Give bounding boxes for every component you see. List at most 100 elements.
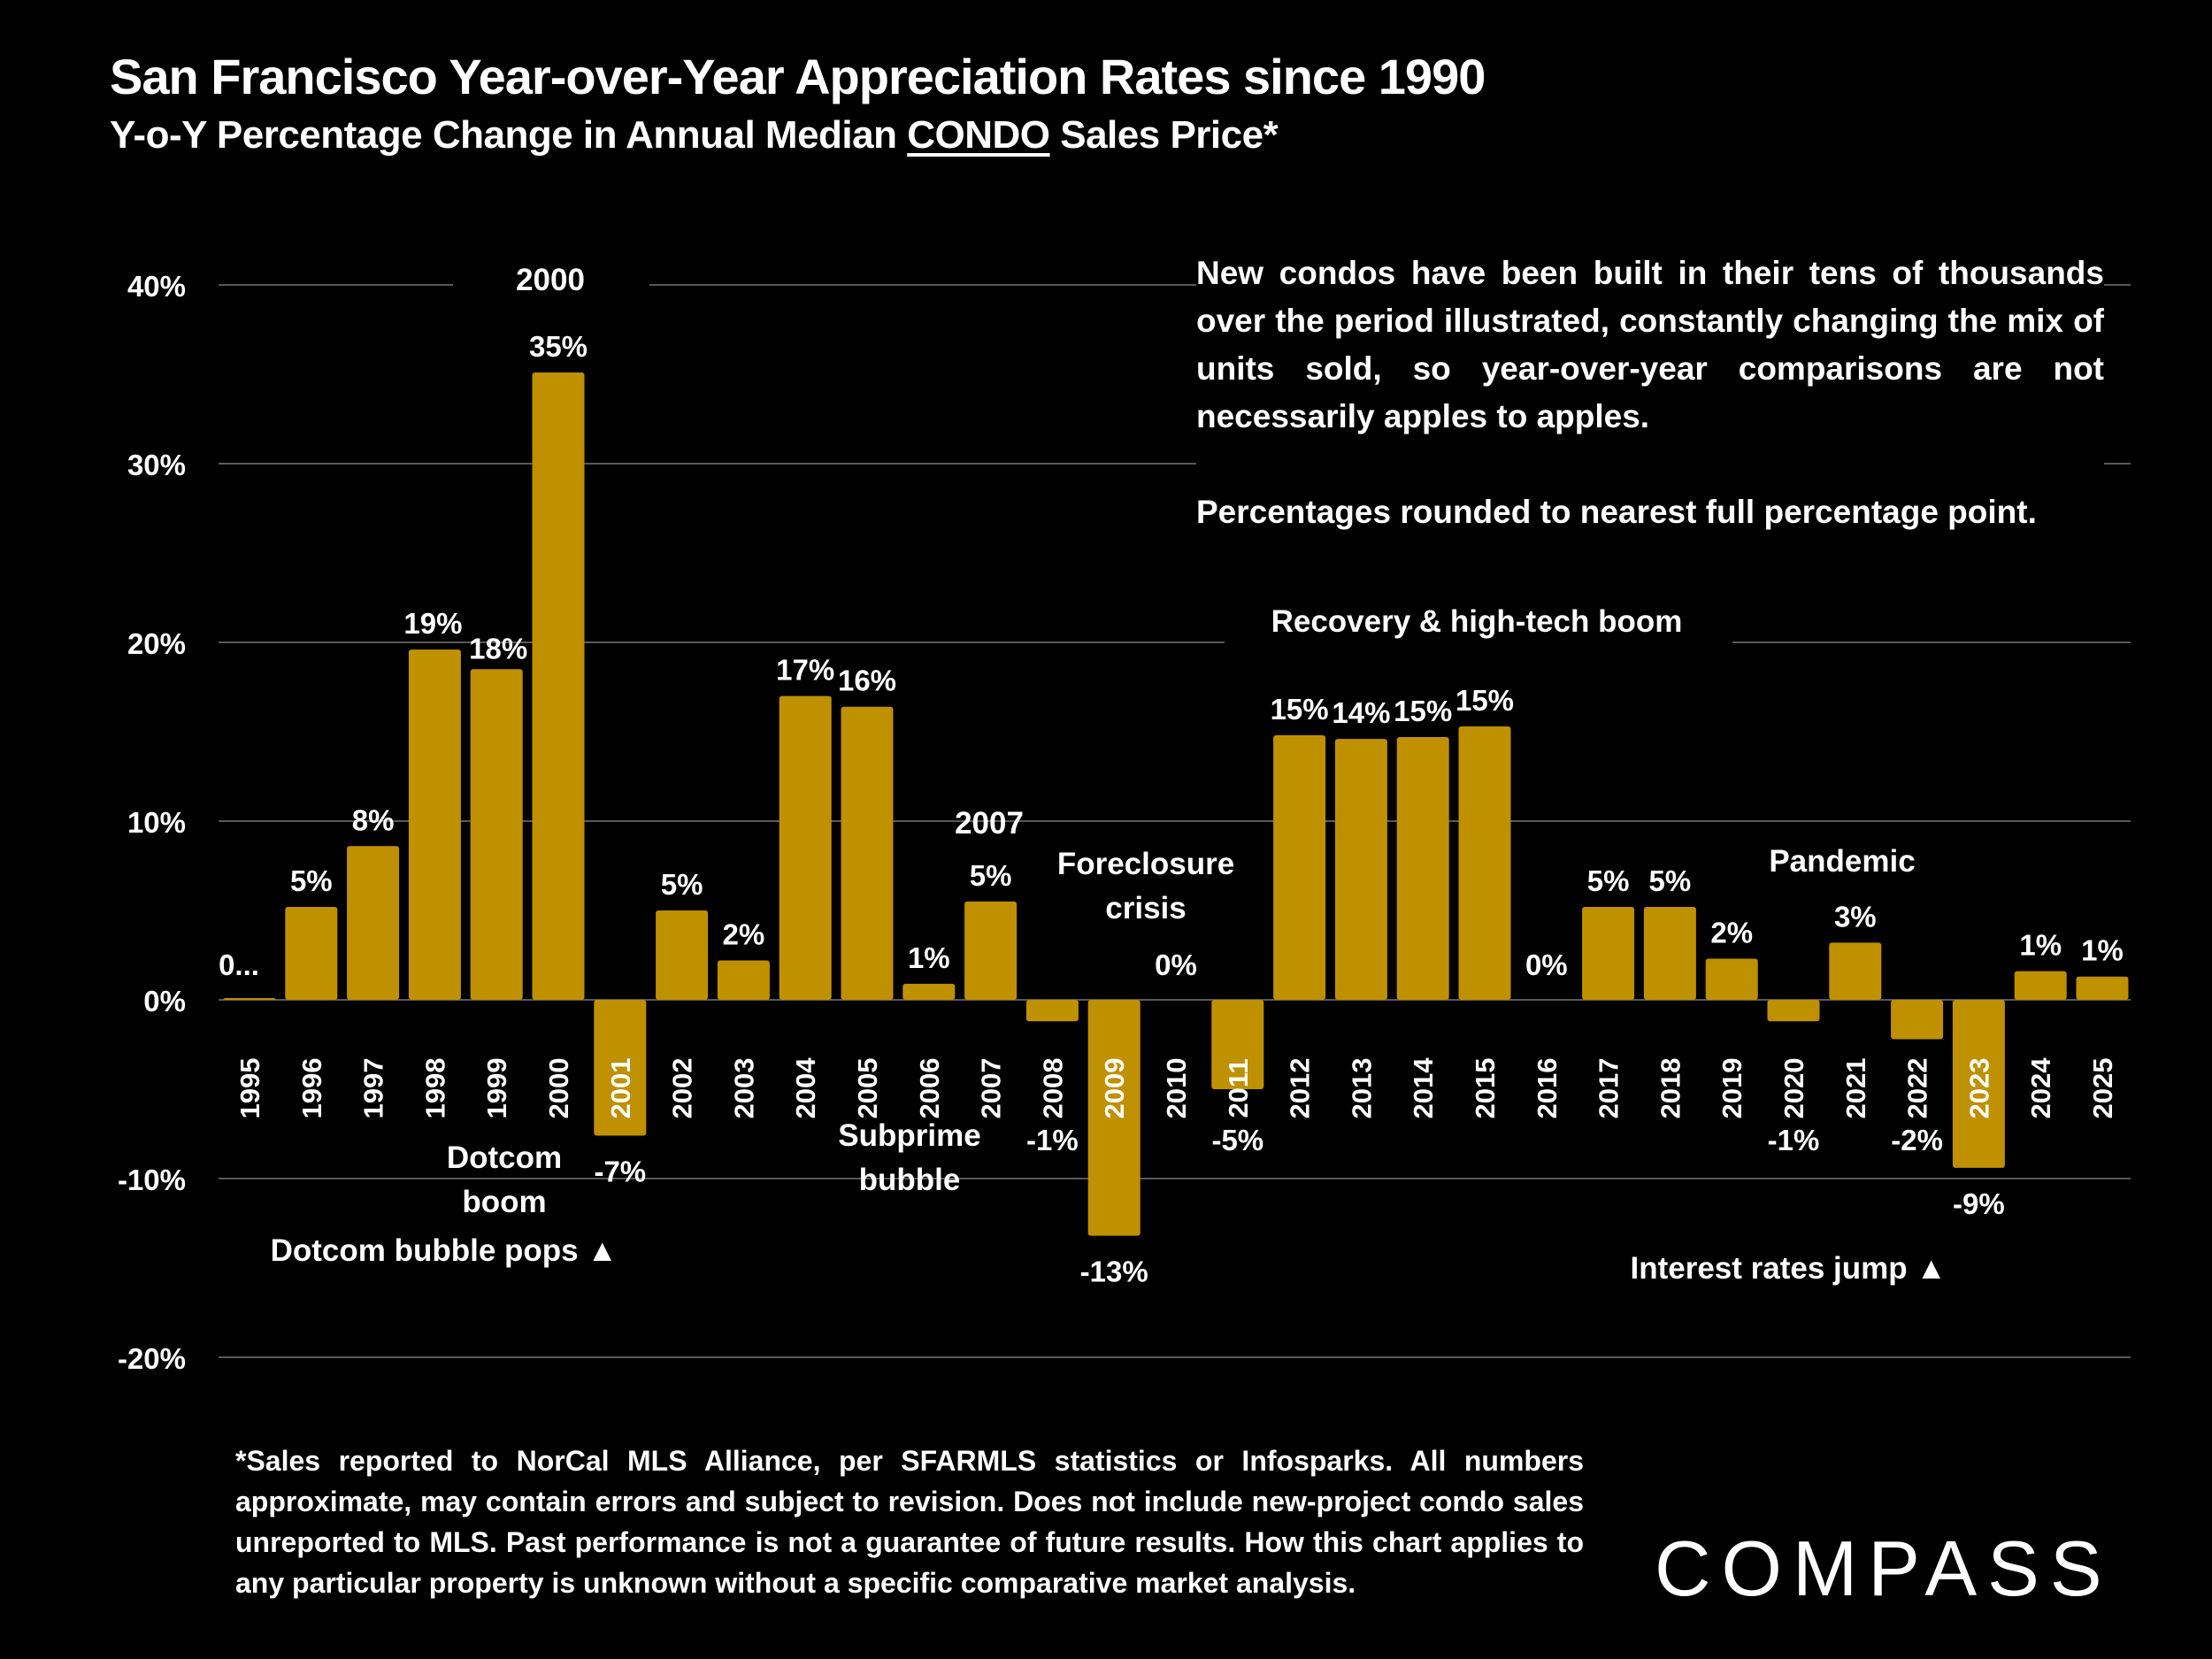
data-label: 19% xyxy=(403,607,462,640)
annotation: Interest rates jump ▲ xyxy=(1630,1251,1947,1286)
data-label: 2% xyxy=(723,918,765,951)
x-tick-label: 2004 xyxy=(790,1057,821,1119)
x-tick-label: 2005 xyxy=(852,1058,883,1119)
y-tick-label: 20% xyxy=(127,627,186,660)
label-backdrop xyxy=(1225,611,1732,646)
x-tick-label: 1999 xyxy=(481,1058,512,1119)
subtitle-text: Y-o-Y Percentage Change in Annual Median xyxy=(110,113,908,157)
bar-2002 xyxy=(656,910,709,1000)
x-tick-label: 1998 xyxy=(419,1058,450,1119)
annotation: Dotcom bubble pops ▲ xyxy=(271,1233,618,1268)
data-label: 0... xyxy=(219,949,259,981)
bar-2000 xyxy=(532,372,585,1001)
bar-2025 xyxy=(2076,976,2129,1000)
annotation: 2007 xyxy=(955,806,1024,841)
bar-2005 xyxy=(841,706,894,1000)
data-label: 14% xyxy=(1332,696,1390,729)
y-tick-label: 0% xyxy=(143,985,186,1018)
bar-2021 xyxy=(1829,942,1882,1000)
data-label: 17% xyxy=(776,654,834,687)
data-label: 18% xyxy=(469,632,527,664)
x-tick-label: 2002 xyxy=(667,1058,698,1119)
x-tick-label: 2008 xyxy=(1037,1058,1068,1119)
bar-2019 xyxy=(1705,958,1758,1000)
chart-title: San Francisco Year-over-Year Appreciatio… xyxy=(110,49,1486,104)
annotation: Subprime xyxy=(838,1118,980,1153)
bar-2024 xyxy=(2014,971,2067,1000)
x-tick-label: 2020 xyxy=(1778,1058,1809,1119)
bar-2008 xyxy=(1025,1000,1079,1022)
x-tick-label: 2009 xyxy=(1099,1058,1130,1119)
annotation: Pandemic xyxy=(1769,844,1915,879)
x-tick-label: 2013 xyxy=(1346,1058,1377,1119)
bar-2012 xyxy=(1273,735,1326,1000)
x-tick-label: 2010 xyxy=(1161,1058,1192,1119)
data-label: 15% xyxy=(1455,684,1514,717)
x-tick-label: 2011 xyxy=(1223,1058,1254,1118)
footnote: *Sales reported to NorCal MLS Alliance, … xyxy=(235,1445,1584,1599)
data-label: -1% xyxy=(1768,1124,1820,1156)
note-paragraph: Percentages rounded to nearest full perc… xyxy=(1196,494,2037,530)
chart-note: New condos have been built in their tens… xyxy=(1196,250,2104,536)
x-tick-label: 2021 xyxy=(1840,1058,1871,1119)
data-label: -1% xyxy=(1026,1124,1079,1156)
bar-2018 xyxy=(1643,906,1696,1000)
x-tick-label: 2015 xyxy=(1470,1058,1501,1119)
x-tick-label: 2024 xyxy=(2025,1057,2056,1119)
bar-2001 xyxy=(594,1000,647,1136)
bar-2022 xyxy=(1891,1000,1944,1040)
annotation: Foreclosure xyxy=(1057,847,1234,881)
data-label: 5% xyxy=(661,868,703,901)
bar-2009 xyxy=(1087,1000,1141,1236)
y-tick-label: -20% xyxy=(118,1342,186,1375)
data-label: 1% xyxy=(2081,934,2124,967)
bar-2003 xyxy=(717,960,770,1000)
subtitle-emphasis: CONDO xyxy=(907,113,1050,157)
bar-2023 xyxy=(1952,1000,2005,1168)
note-paragraph: New condos have been built in their tens… xyxy=(1196,255,2104,434)
bar-2004 xyxy=(779,695,832,1000)
x-tick-label: 2018 xyxy=(1655,1058,1686,1119)
bar-2007 xyxy=(964,901,1018,1000)
data-label: 8% xyxy=(352,803,395,836)
data-label: -2% xyxy=(1891,1124,1943,1156)
data-label: 35% xyxy=(529,330,588,363)
bar-1997 xyxy=(347,846,400,1000)
bar-2013 xyxy=(1334,739,1387,1000)
data-label: 15% xyxy=(1394,695,1452,727)
x-tick-label: 2016 xyxy=(1532,1058,1563,1119)
label-backdrop xyxy=(453,265,649,301)
x-tick-label: 1995 xyxy=(234,1058,265,1119)
x-tick-label: 2007 xyxy=(976,1058,1007,1119)
annotation: bubble xyxy=(859,1163,961,1197)
chart-subtitle: Y-o-Y Percentage Change in Annual Median… xyxy=(110,113,1279,157)
bar-2006 xyxy=(902,983,956,1000)
y-tick-label: 40% xyxy=(127,270,186,303)
data-label: 5% xyxy=(970,859,1012,892)
x-tick-label: 2025 xyxy=(2087,1058,2118,1119)
x-tick-label: 2022 xyxy=(1902,1058,1933,1119)
data-label: 5% xyxy=(1587,864,1630,897)
x-tick-label: 2012 xyxy=(1285,1058,1316,1119)
bar-1999 xyxy=(470,669,523,1000)
y-tick-label: 10% xyxy=(127,806,186,839)
data-label: 3% xyxy=(1834,900,1877,933)
data-label: 1% xyxy=(908,941,950,974)
data-label: 0% xyxy=(1525,949,1568,981)
annotation: crisis xyxy=(1105,891,1186,926)
x-tick-label: 2001 xyxy=(605,1058,636,1119)
bar-1996 xyxy=(285,906,338,1000)
y-tick-label: 30% xyxy=(127,449,186,481)
bar-2014 xyxy=(1396,737,1449,1000)
bar-2011 xyxy=(1211,1000,1264,1089)
data-label: 0% xyxy=(1155,949,1197,981)
bar-2017 xyxy=(1582,906,1635,1000)
x-tick-label: 2019 xyxy=(1717,1058,1747,1119)
bar-1998 xyxy=(408,649,461,1000)
x-tick-label: 2006 xyxy=(914,1058,945,1119)
subtitle-text-end: Sales Price* xyxy=(1049,113,1279,157)
bar-2020 xyxy=(1767,1000,1820,1022)
x-tick-label: 2023 xyxy=(1963,1058,1994,1119)
compass-logo: COMPASS xyxy=(1655,1525,2113,1612)
